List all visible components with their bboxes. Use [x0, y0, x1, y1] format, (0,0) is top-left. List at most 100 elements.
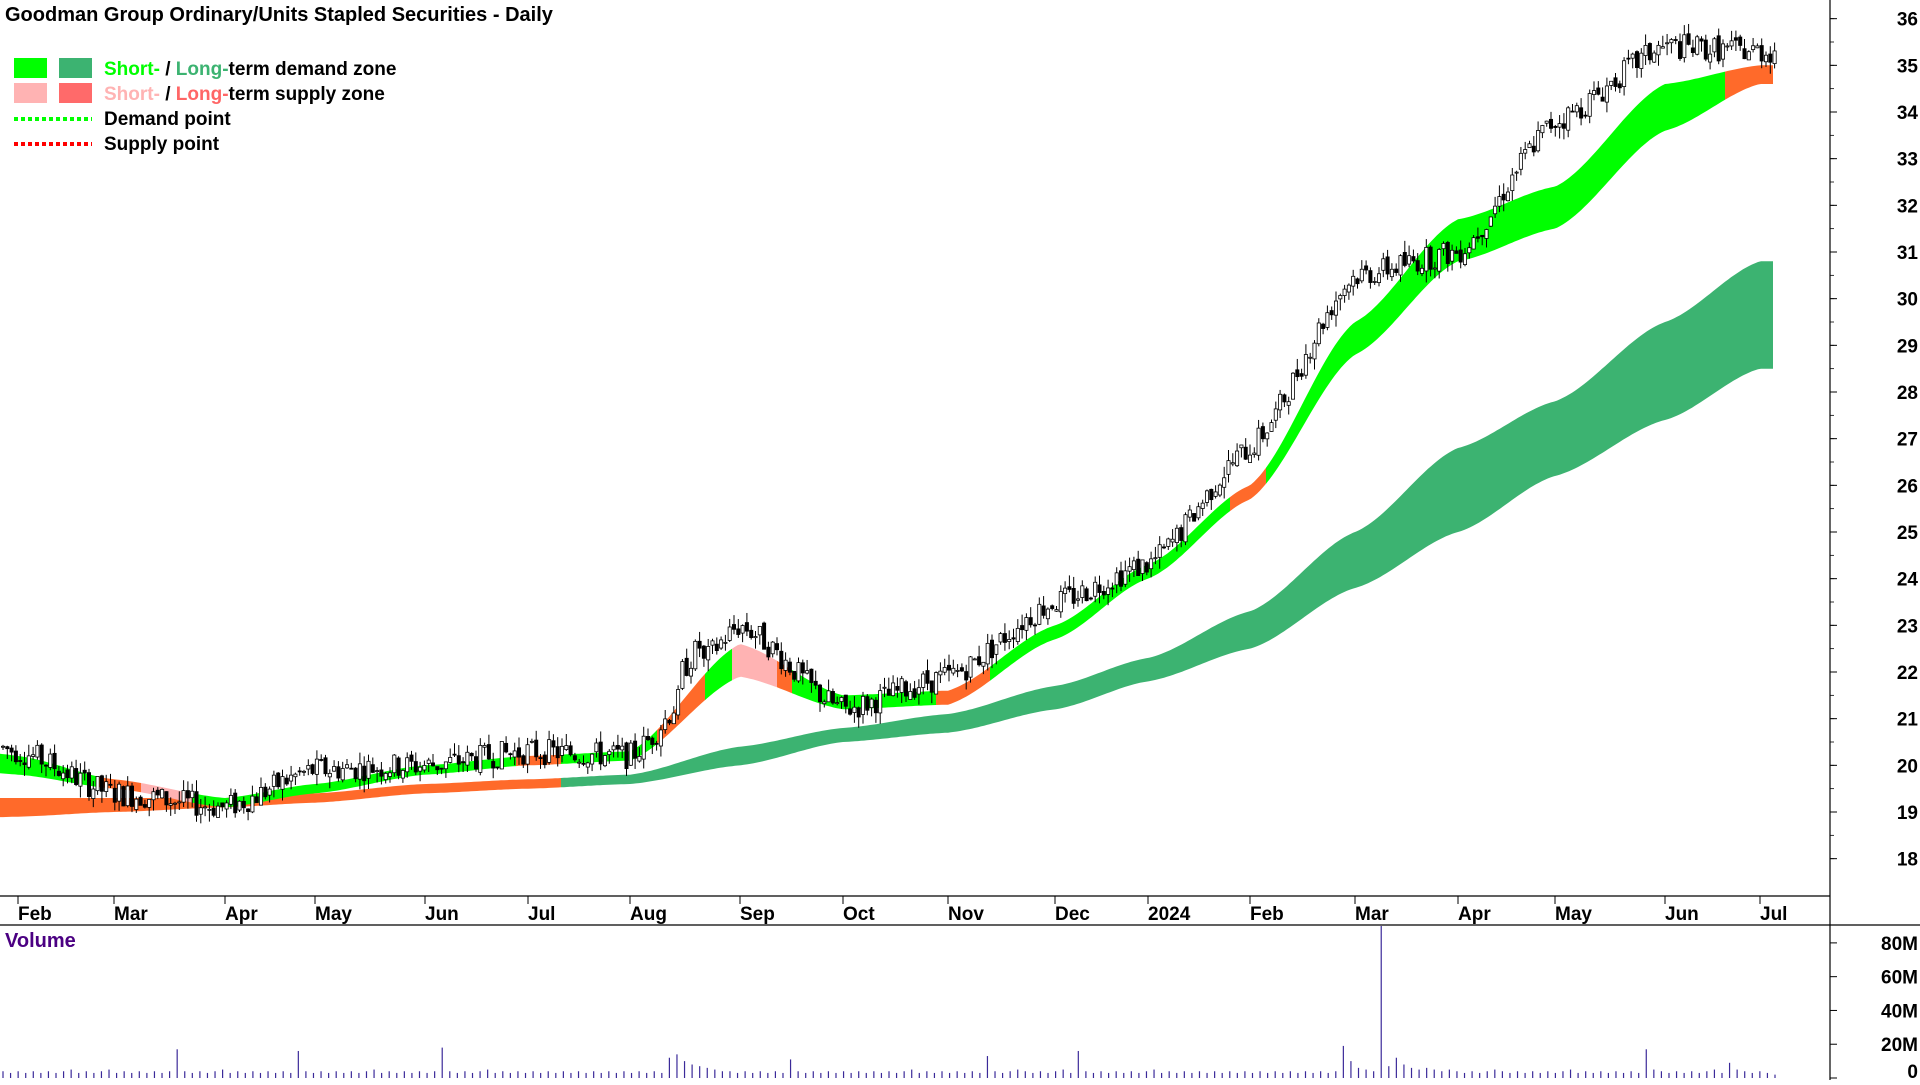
candle-body — [908, 691, 913, 700]
candle-body — [852, 706, 857, 713]
candle-body — [843, 694, 848, 707]
x-tick-label: Feb — [18, 904, 52, 925]
candle-body — [646, 736, 651, 741]
candle-body — [762, 622, 767, 650]
candle-body — [271, 774, 276, 787]
candle-body — [35, 744, 40, 758]
candle-body — [203, 806, 208, 809]
candle-body — [959, 667, 964, 672]
candle-body — [1222, 477, 1227, 488]
legend-label: Short- / Long-term supply zone — [104, 84, 385, 105]
candle-body — [258, 787, 263, 806]
candle-body — [1665, 42, 1670, 45]
candle-body — [211, 807, 216, 816]
candle-body — [1570, 110, 1575, 113]
candle-body — [1213, 491, 1218, 497]
candle-body — [929, 680, 934, 693]
candle-body — [585, 762, 590, 768]
legend-label-part: Supply point — [104, 134, 220, 155]
candle-body — [1312, 342, 1317, 360]
legend-label: Supply point — [104, 134, 220, 155]
candle-body — [620, 745, 625, 751]
candle-body — [1587, 93, 1592, 117]
candle-body — [1733, 37, 1738, 41]
candle-body — [878, 690, 883, 714]
candle-body — [1097, 584, 1102, 593]
candle-body — [504, 742, 509, 753]
candle-body — [615, 744, 620, 750]
candle-body — [921, 673, 926, 688]
candle-body — [1742, 48, 1747, 60]
candle-body — [1351, 275, 1356, 287]
candle-body — [491, 761, 496, 769]
candle-body — [1475, 236, 1480, 239]
y-tick-label: 19 — [1897, 803, 1918, 824]
candle-body — [1299, 373, 1304, 377]
candle-body — [198, 807, 203, 815]
candle-body — [830, 691, 835, 704]
x-tick-label: Mar — [1355, 904, 1389, 925]
candle-body — [74, 768, 79, 785]
candle-body — [1458, 249, 1463, 263]
candle-body — [1011, 637, 1016, 640]
candle-body — [886, 688, 891, 696]
candle-body — [263, 786, 268, 798]
candle-body — [1209, 488, 1214, 501]
x-tick-label: Jul — [1760, 904, 1787, 925]
candle-body — [314, 758, 319, 775]
candle-body — [1725, 45, 1730, 48]
candle-body — [9, 747, 14, 753]
candle-body — [873, 699, 878, 714]
y-tick-label: 25 — [1897, 523, 1919, 544]
candle-body — [1609, 80, 1614, 86]
candle-body — [1368, 270, 1373, 283]
y-tick-label: 27 — [1897, 430, 1918, 451]
candle-body — [1686, 33, 1691, 45]
legend-label: Short- / Long-term demand zone — [104, 59, 396, 80]
candle-body — [121, 786, 126, 807]
candle-body — [1084, 588, 1089, 602]
candle-body — [916, 687, 921, 695]
x-tick-label: Feb — [1250, 904, 1284, 925]
volume-y-tick-label: 20M — [1881, 1035, 1918, 1056]
candle-body — [276, 772, 281, 788]
candle-body — [1372, 281, 1377, 283]
volume-y-tick-label: 40M — [1881, 1001, 1918, 1022]
candle-body — [1273, 408, 1278, 421]
candle-body — [990, 639, 995, 659]
candle-body — [332, 766, 337, 772]
candle-body — [809, 668, 814, 683]
candle-body — [293, 773, 298, 778]
candle-body — [1557, 123, 1562, 128]
candle-body — [1772, 50, 1777, 65]
candle-body — [409, 754, 414, 762]
candle-body — [383, 772, 388, 781]
candle-body — [581, 762, 586, 765]
candle-body — [1183, 514, 1188, 543]
candle-body — [598, 741, 603, 765]
candle-body — [1080, 585, 1085, 598]
candle-body — [1437, 249, 1442, 272]
candle-body — [1166, 538, 1171, 547]
candle-body — [233, 792, 238, 814]
legend-label-part: / — [160, 59, 176, 80]
candle-body — [1411, 256, 1416, 262]
candle-body — [693, 640, 698, 670]
candle-body — [1540, 125, 1545, 134]
candle-body — [1445, 242, 1450, 264]
candle-body — [1527, 143, 1532, 149]
candle-body — [1076, 598, 1081, 601]
candle-body — [1394, 268, 1399, 273]
candle-body — [422, 765, 427, 771]
candle-body — [1450, 249, 1455, 262]
x-tick-label: Apr — [1458, 904, 1491, 925]
candle-body — [1428, 246, 1433, 270]
candle-body — [1286, 401, 1291, 406]
candle-body — [1308, 356, 1313, 359]
candle-body — [1144, 562, 1149, 573]
candle-body — [1716, 35, 1721, 62]
candle-body — [925, 670, 930, 684]
short-term-zone-segment — [705, 648, 732, 701]
candle-body — [1738, 36, 1743, 46]
candle-body — [13, 750, 18, 763]
